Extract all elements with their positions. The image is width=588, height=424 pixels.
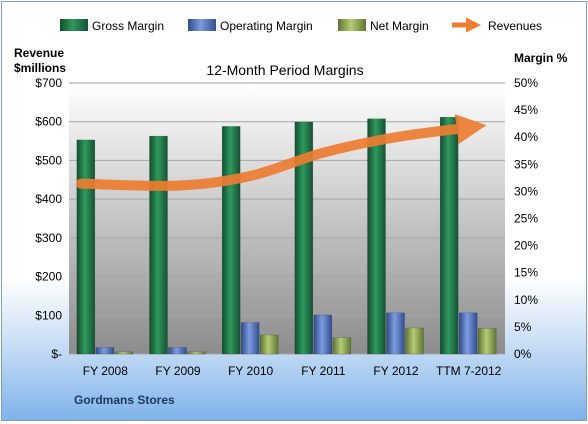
revenues-line (76, 114, 487, 191)
legend-revenues-label: Revenues (488, 19, 542, 33)
legend-swatch-operating (188, 19, 216, 31)
right-axis-title: Margin % (514, 51, 568, 65)
bar-net-margin (187, 351, 206, 355)
right-tick-label: 50% (514, 76, 538, 90)
bar-net-margin (332, 337, 352, 355)
bar-gross-margin (439, 116, 459, 355)
category-label: FY 2008 (83, 364, 128, 378)
left-axis-title-line1: Revenue (14, 46, 64, 60)
right-tick-label: 10% (514, 293, 538, 307)
legend-gross-label: Gross Margin (92, 19, 164, 33)
category-label: FY 2010 (228, 364, 273, 378)
left-tick-label: $400 (35, 192, 62, 206)
right-tick-label: 0% (514, 347, 532, 361)
right-tick-label: 20% (514, 239, 538, 253)
right-tick-label: 45% (514, 103, 538, 117)
bar-net-margin (405, 327, 424, 355)
bar-net-margin (259, 334, 279, 355)
bar-gross-margin (149, 135, 168, 355)
left-axis-title-line2: $millions (14, 61, 66, 75)
bar-operating-margin (95, 347, 115, 355)
legend: Gross Margin Operating Margin Net Margin… (60, 17, 542, 33)
left-tick-label: $300 (35, 231, 62, 245)
right-tick-label: 25% (514, 212, 538, 226)
bar-net-margin (114, 351, 134, 355)
bar-operating-margin (240, 322, 260, 355)
category-label: FY 2012 (373, 364, 418, 378)
right-tick-label: 40% (514, 130, 538, 144)
legend-swatch-gross (60, 19, 88, 31)
bar-gross-margin (294, 121, 314, 355)
right-tick-label: 5% (514, 320, 532, 334)
left-tick-label: $600 (35, 115, 62, 129)
legend-net-label: Net Margin (370, 19, 429, 33)
left-tick-label: $200 (35, 270, 62, 284)
bar-operating-margin (168, 347, 187, 355)
category-label: FY 2011 (301, 364, 346, 378)
left-tick-label: $700 (35, 76, 62, 90)
bar-operating-margin (458, 312, 478, 355)
category-label: FY 2009 (155, 364, 200, 378)
bar-gross-margin (221, 126, 241, 355)
bar-gross-margin (367, 118, 386, 355)
right-tick-label: 35% (514, 157, 538, 171)
company-name: Gordmans Stores (74, 393, 175, 407)
chart-title: 12-Month Period Margins (206, 62, 363, 78)
bar-gross-margin (76, 139, 96, 355)
right-tick-label: 15% (514, 266, 538, 280)
left-tick-label: $100 (35, 308, 62, 322)
bar-net-margin (477, 328, 497, 355)
right-tick-label: 30% (514, 184, 538, 198)
legend-operating-label: Operating Margin (220, 19, 313, 33)
bar-operating-margin (313, 314, 333, 355)
plot-area (69, 83, 505, 354)
bar-operating-margin (386, 312, 405, 355)
legend-swatch-net (338, 19, 366, 31)
category-label: TTM 7-2012 (436, 364, 502, 378)
left-tick-label: $- (51, 347, 62, 361)
left-tick-label: $500 (35, 153, 62, 167)
